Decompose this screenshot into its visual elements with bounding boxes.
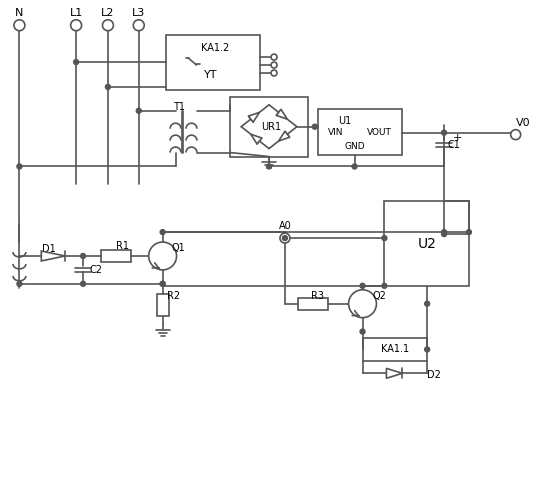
Circle shape xyxy=(81,254,86,259)
Polygon shape xyxy=(248,112,259,122)
Polygon shape xyxy=(276,109,287,119)
Circle shape xyxy=(466,230,471,234)
Text: L1: L1 xyxy=(70,9,83,18)
Bar xyxy=(318,109,402,155)
Text: +: + xyxy=(452,133,462,143)
Circle shape xyxy=(71,20,82,31)
Circle shape xyxy=(425,347,430,352)
Circle shape xyxy=(133,20,144,31)
Circle shape xyxy=(271,70,277,76)
Circle shape xyxy=(271,54,277,60)
Circle shape xyxy=(102,20,113,31)
Text: N: N xyxy=(15,9,24,18)
Circle shape xyxy=(360,329,365,334)
Text: VIN: VIN xyxy=(328,128,343,137)
Text: V0: V0 xyxy=(517,118,531,128)
Text: D2: D2 xyxy=(427,370,441,381)
Circle shape xyxy=(442,130,447,135)
Circle shape xyxy=(352,164,357,169)
Circle shape xyxy=(106,85,111,89)
Circle shape xyxy=(425,301,430,306)
Text: A0: A0 xyxy=(279,221,291,231)
Circle shape xyxy=(81,281,86,286)
Text: T1: T1 xyxy=(173,102,185,112)
Text: Q1: Q1 xyxy=(171,243,185,253)
Circle shape xyxy=(382,235,387,240)
Circle shape xyxy=(442,230,447,234)
Polygon shape xyxy=(387,368,402,379)
Circle shape xyxy=(160,230,165,234)
Circle shape xyxy=(360,283,365,288)
Circle shape xyxy=(271,62,277,68)
Circle shape xyxy=(160,281,165,286)
Text: R3: R3 xyxy=(311,291,324,301)
Circle shape xyxy=(17,164,22,169)
Polygon shape xyxy=(251,134,262,144)
Bar xyxy=(384,201,469,286)
Text: GND: GND xyxy=(345,142,365,151)
Bar xyxy=(230,97,308,157)
Circle shape xyxy=(136,108,141,113)
Text: Q2: Q2 xyxy=(373,291,387,301)
Bar xyxy=(101,250,131,262)
Text: R2: R2 xyxy=(167,291,180,301)
Text: C2: C2 xyxy=(90,265,102,275)
Circle shape xyxy=(74,59,79,65)
Circle shape xyxy=(511,130,520,140)
Text: YT: YT xyxy=(204,70,217,80)
Text: R1: R1 xyxy=(116,241,129,251)
Polygon shape xyxy=(279,131,290,141)
Circle shape xyxy=(442,232,447,236)
Polygon shape xyxy=(41,251,65,261)
Circle shape xyxy=(160,281,165,286)
Text: U2: U2 xyxy=(418,237,437,251)
Text: L3: L3 xyxy=(132,9,145,18)
Bar xyxy=(156,294,169,316)
Circle shape xyxy=(348,290,377,318)
Circle shape xyxy=(17,281,22,286)
Circle shape xyxy=(149,242,176,270)
Bar xyxy=(165,35,260,90)
Bar xyxy=(298,298,328,309)
Text: U1: U1 xyxy=(338,116,351,125)
Circle shape xyxy=(283,235,288,240)
Text: KA1.2: KA1.2 xyxy=(201,43,229,53)
Circle shape xyxy=(280,233,290,243)
Text: C1: C1 xyxy=(447,140,461,150)
Circle shape xyxy=(14,20,25,31)
Text: KA1.1: KA1.1 xyxy=(381,344,409,354)
Circle shape xyxy=(312,124,317,129)
Text: VOUT: VOUT xyxy=(367,128,392,137)
Circle shape xyxy=(382,283,387,288)
Text: L2: L2 xyxy=(101,9,114,18)
Text: D1: D1 xyxy=(43,244,56,254)
Bar xyxy=(363,338,427,361)
Text: UR1: UR1 xyxy=(261,121,281,132)
Circle shape xyxy=(267,164,272,169)
